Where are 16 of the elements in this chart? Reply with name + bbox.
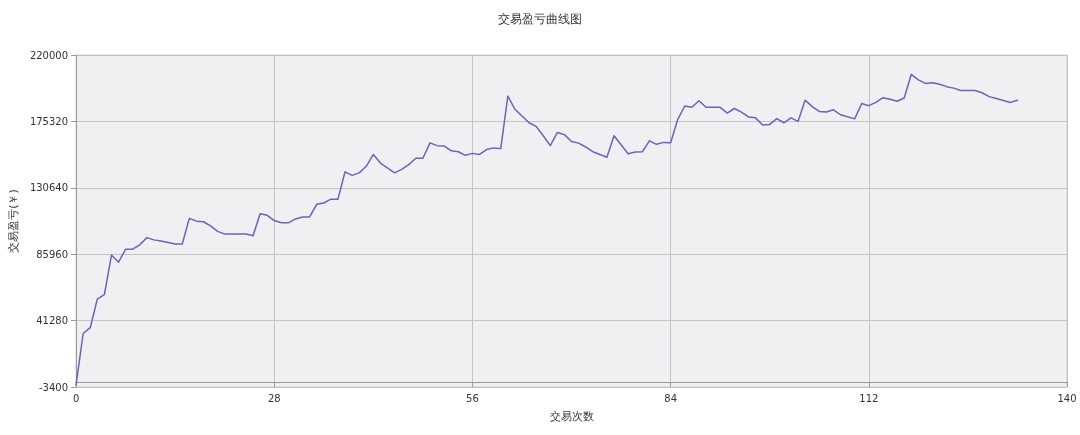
x-tick-label: 0 — [72, 392, 80, 404]
x-axis-title: 交易次数 — [549, 410, 594, 423]
x-tick-label: 84 — [664, 392, 677, 404]
y-tick-label: 220000 — [29, 49, 69, 61]
x-tick-label: 56 — [466, 392, 479, 404]
x-tick-label: 140 — [1057, 392, 1077, 404]
y-tick-label: 175320 — [29, 115, 69, 127]
y-tick-label: 130640 — [29, 182, 69, 194]
y-tick-label: 85960 — [36, 248, 69, 260]
x-tick-label: 28 — [267, 392, 281, 404]
line-series — [75, 73, 1019, 386]
y-axis-title: 交易盈亏(￥) — [7, 189, 20, 253]
x-tick-label: 112 — [859, 392, 879, 404]
y-tick-label: 41280 — [36, 315, 69, 327]
chart-title: 交易盈亏曲线图 — [498, 12, 582, 26]
y-tick-label: -3400 — [39, 381, 69, 393]
